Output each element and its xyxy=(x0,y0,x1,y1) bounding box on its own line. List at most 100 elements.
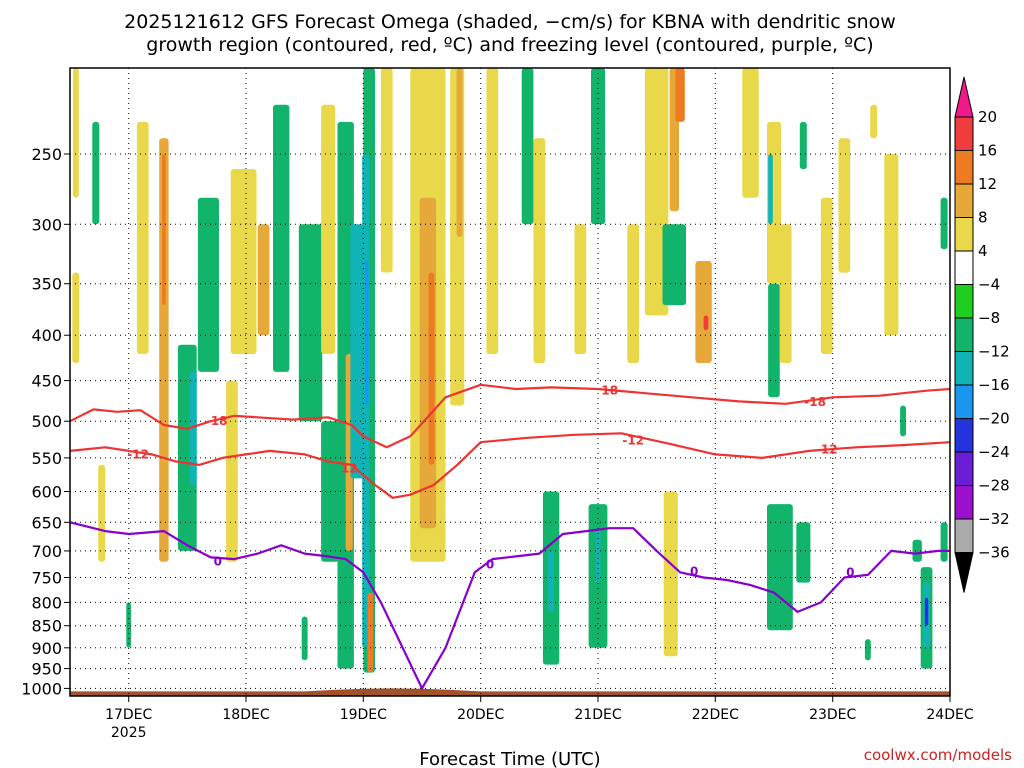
omega-cell xyxy=(768,154,773,225)
omega-cell xyxy=(350,224,365,479)
x-tick-label: 22DEC xyxy=(692,707,739,723)
ground-fill xyxy=(70,688,950,696)
y-tick-label: 900 xyxy=(31,639,62,658)
colorbar-label: 12 xyxy=(978,175,997,193)
omega-cell xyxy=(663,491,678,657)
omega-cell xyxy=(367,592,374,673)
colorbar-label: −16 xyxy=(978,376,1010,394)
omega-cell xyxy=(486,68,499,354)
contour-label: 0 xyxy=(486,557,494,571)
omega-cell xyxy=(675,68,685,122)
y-tick-label: 500 xyxy=(31,412,62,431)
omega-cell xyxy=(533,138,546,364)
contour-label: -18 xyxy=(804,395,826,409)
y-tick-label: 450 xyxy=(31,372,62,391)
omega-cell xyxy=(298,224,323,422)
colorbar-label: −12 xyxy=(978,343,1010,361)
colorbar-label: 20 xyxy=(978,108,997,126)
colorbar: 20 16 12 8 4 −4 −8 −12 −16 −20 −24 −28 −32 −36 xyxy=(954,76,1010,593)
contour-line-minus12 xyxy=(69,432,951,499)
x-tick-label: 20DEC xyxy=(457,707,504,723)
omega-cell xyxy=(380,68,393,273)
colorbar-segment xyxy=(954,518,974,553)
colorbar-segment xyxy=(954,351,974,386)
colorbar-label: −32 xyxy=(978,510,1010,528)
omega-cell xyxy=(900,405,906,437)
y-tick-label: 750 xyxy=(31,569,62,588)
colorbar-segment xyxy=(954,384,974,419)
colorbar-label: −8 xyxy=(978,309,1000,327)
x-tick-label: 23DEC xyxy=(809,707,856,723)
x-tick-label: 18DEC xyxy=(222,707,269,723)
ground-layer xyxy=(70,688,950,696)
x-tick-label: 19DEC xyxy=(340,707,387,723)
omega-cell xyxy=(820,197,833,354)
colorbar-segment xyxy=(954,317,974,352)
omega-cell xyxy=(548,550,554,612)
contour-label: 0 xyxy=(214,555,222,569)
omega-cell xyxy=(301,616,308,661)
omega-cell xyxy=(92,121,100,225)
omega-cell xyxy=(521,68,534,225)
omega-cell xyxy=(912,539,922,562)
omega-cell xyxy=(838,138,851,273)
chart-title-line-1: 2025121612 GFS Forecast Omega (shaded, −… xyxy=(124,11,896,33)
omega-cell xyxy=(767,504,793,631)
omega-cell xyxy=(595,528,601,583)
x-axis-ticks: 17DEC 2025 18DEC 19DEC 20DEC 21DEC 22DEC 23DEC 2… xyxy=(105,696,974,741)
omega-cell xyxy=(456,68,463,237)
omega-cell xyxy=(72,272,80,363)
contour-label: 0 xyxy=(846,565,854,579)
y-tick-label: 250 xyxy=(31,145,62,164)
omega-cell xyxy=(72,68,79,198)
credit-text: coolwx.com/models xyxy=(864,746,1012,764)
colorbar-label: 8 xyxy=(978,209,988,227)
plot-frame xyxy=(69,67,951,697)
x-tick-label: 24DEC xyxy=(926,707,973,723)
omega-cell xyxy=(864,639,871,661)
contour-label: -12 xyxy=(127,447,149,461)
omega-cell xyxy=(321,104,336,354)
colorbar-segment xyxy=(954,250,974,285)
y-tick-label: 650 xyxy=(31,513,62,532)
y-tick-label: 400 xyxy=(31,326,62,345)
colorbar-bottom-arrow xyxy=(954,552,974,593)
y-tick-label: 550 xyxy=(31,449,62,468)
omega-cell xyxy=(98,464,106,562)
omega-cell xyxy=(126,602,131,648)
omega-cell xyxy=(627,224,639,364)
x-tick-label: 21DEC xyxy=(574,707,621,723)
y-axis-ticks: 250 300 350 400 450 500 550 600 650 700 750 800 850 9… xyxy=(21,145,70,698)
colorbar-segment xyxy=(954,217,974,252)
contour-label: -12 xyxy=(816,442,838,456)
omega-cell xyxy=(703,315,709,331)
omega-cell xyxy=(796,522,811,583)
colorbar-segment xyxy=(954,418,974,453)
omega-cell xyxy=(365,261,369,406)
omega-cell xyxy=(662,224,686,306)
colorbar-segment xyxy=(954,150,974,185)
colorbar-segment xyxy=(954,284,974,319)
contour-lines: -18 18 -18 -12 12 -12 -12 0 0 0 0 xyxy=(69,383,951,690)
colorbar-label: −28 xyxy=(978,477,1010,495)
omega-cell xyxy=(940,522,948,562)
omega-cell xyxy=(574,224,587,354)
contour-label: 18 xyxy=(601,384,618,398)
colorbar-label: −24 xyxy=(978,443,1010,461)
x-axis-label: Forecast Time (UTC) xyxy=(419,749,600,768)
omega-cell xyxy=(230,169,257,354)
y-tick-label: 850 xyxy=(31,617,62,636)
y-tick-label: 600 xyxy=(31,483,62,502)
omega-cell xyxy=(226,380,238,562)
y-tick-label: 700 xyxy=(31,542,62,561)
contour-line-0 xyxy=(69,521,950,690)
y-tick-label: 800 xyxy=(31,593,62,612)
omega-shading xyxy=(72,68,948,673)
contour-label: 0 xyxy=(690,564,698,578)
omega-cell xyxy=(162,154,166,306)
omega-cell xyxy=(870,104,878,139)
colorbar-segment xyxy=(954,116,974,151)
colorbar-label: −36 xyxy=(978,544,1010,562)
omega-cell xyxy=(799,121,807,170)
